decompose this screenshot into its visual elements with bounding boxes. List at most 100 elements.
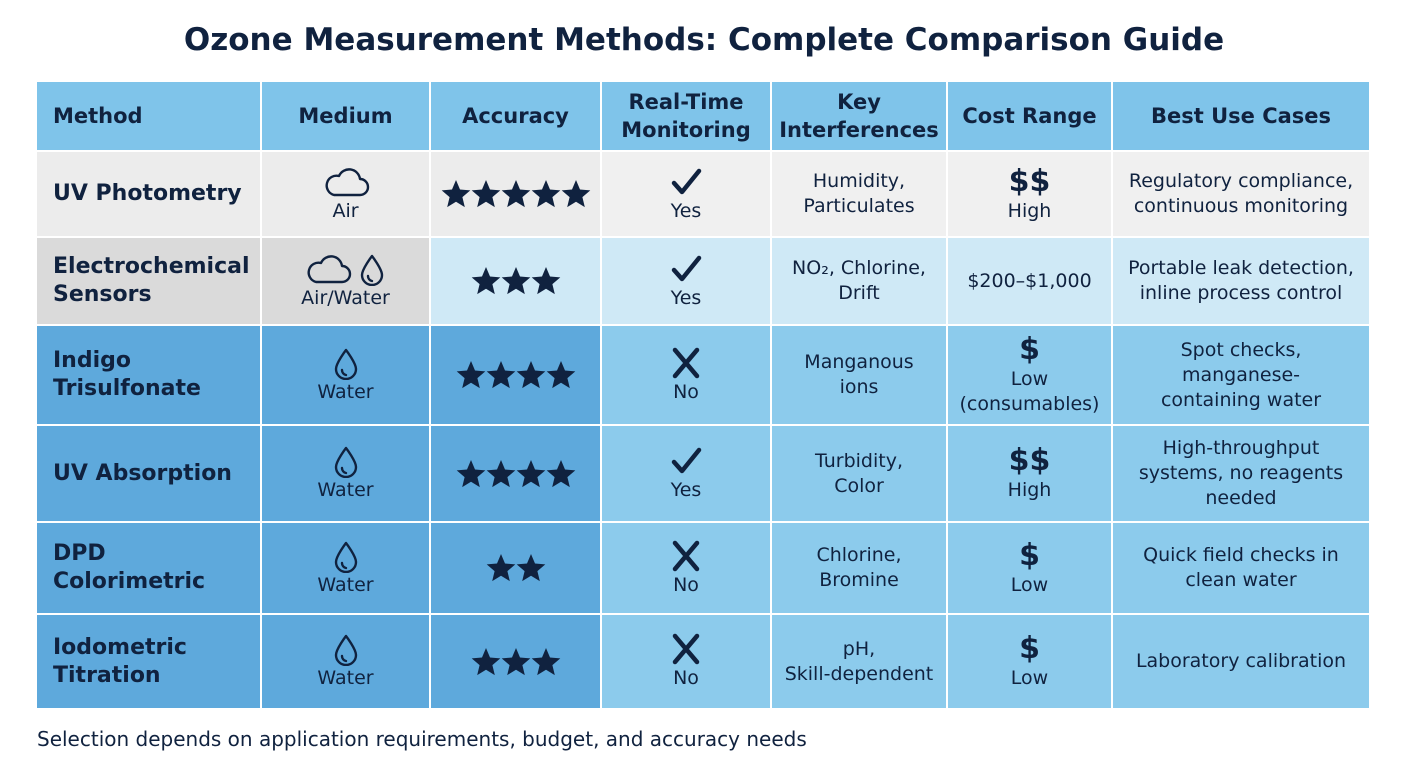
star (501, 180, 530, 208)
use-case: Portable leak detection, (1128, 257, 1354, 279)
column-header: Medium (298, 104, 393, 128)
method-name: Titration (53, 662, 161, 688)
cost: Low (1010, 667, 1049, 689)
medium-label: Air/Water (301, 286, 390, 309)
star (471, 647, 500, 675)
column-header: Real-Time (628, 90, 744, 114)
table-cell: Humidity, Particulates (772, 152, 948, 238)
column-header: Monitoring (621, 118, 751, 142)
table-cell: Water (262, 523, 431, 615)
table-cell: Indigo Trisulfonate (37, 326, 262, 426)
column-header: Method (53, 104, 143, 128)
star (486, 361, 515, 389)
star (456, 361, 485, 389)
use-case: Spot checks, (1180, 338, 1302, 361)
cost: $200–$1,000 (967, 269, 1092, 292)
medium-label: Water (317, 667, 374, 689)
icon-drop (360, 254, 383, 286)
table-cell: Best Use Cases (1113, 82, 1371, 152)
accuracy-stars (486, 554, 545, 582)
table-cell: Turbidity, Color (772, 426, 948, 523)
icon-shape (672, 540, 700, 571)
use-case: needed (1205, 487, 1277, 509)
table-cell: Accuracy (431, 82, 602, 152)
table-cell (431, 152, 602, 238)
table-cell: Real-Time Monitoring (602, 82, 772, 152)
use-case: Laboratory calibration (1135, 650, 1347, 672)
icon-drop (334, 446, 357, 478)
table-cell (431, 426, 602, 523)
icon-shape (306, 254, 351, 283)
interference: Particulates (803, 195, 915, 217)
icon-drop (334, 634, 357, 666)
star (471, 180, 500, 208)
icon-shape (671, 168, 702, 194)
star (441, 180, 470, 208)
table-cell (431, 326, 602, 426)
table-cell: Manganous ions (772, 326, 948, 426)
table-cell: High-throughput systems, no reagents neede… (1113, 426, 1371, 523)
method-name: DPD (53, 541, 106, 566)
use-case: systems, no reagents (1138, 462, 1344, 484)
medium-icons (302, 252, 390, 286)
star (531, 647, 560, 675)
table-cell: Laboratory calibration (1113, 615, 1371, 710)
accuracy-stars (441, 180, 590, 208)
table-cell: Water (262, 615, 431, 710)
realtime-label: No (673, 380, 699, 403)
use-case: Quick field checks in (1143, 544, 1339, 566)
star (561, 180, 590, 208)
table-cell: Water (262, 326, 431, 426)
medium-label: Water (317, 573, 374, 596)
table-cell: No (602, 615, 772, 710)
medium-label: Water (317, 380, 374, 403)
method-name: Trisulfonate (53, 376, 201, 401)
table-cell: Water (262, 426, 431, 523)
interference: ions (839, 376, 879, 398)
table-cell: Air (262, 152, 431, 238)
medium-icons (328, 346, 364, 380)
interference: Bromine (819, 569, 899, 591)
table-cell: Yes (602, 152, 772, 238)
icon-shape (334, 541, 357, 573)
interference: pH, (842, 637, 876, 660)
method-name: UV Absorption (53, 460, 232, 486)
icon-shape (360, 254, 383, 286)
column-header: Cost Range (962, 104, 1097, 128)
star (516, 459, 545, 487)
table-cell: Portable leak detection, inline process c… (1113, 238, 1371, 326)
medium-icons (328, 539, 364, 573)
icon-check (671, 168, 702, 194)
star (486, 459, 515, 487)
table-cell: Regulatory compliance, continuous monitor… (1113, 152, 1371, 238)
icon-drop (334, 541, 357, 573)
table-cell: $200–$1,000 (948, 238, 1113, 326)
icon-cloud (306, 254, 351, 283)
table-cell: UV Photometry (37, 152, 262, 238)
star (516, 361, 545, 389)
cost: $ (1019, 332, 1040, 367)
table-cell: Method (37, 82, 262, 152)
cost: Low (1010, 368, 1049, 390)
icon-drop (334, 348, 357, 380)
table-cell: Key Interferences (772, 82, 948, 152)
use-case: High-throughput (1162, 437, 1320, 459)
icon-shape (334, 446, 357, 478)
interference: Chlorine, (816, 544, 902, 566)
star (486, 554, 515, 582)
cost: $ (1019, 631, 1040, 666)
star (531, 267, 560, 295)
star (471, 267, 500, 295)
icon-shape (324, 167, 369, 196)
method-name: Indigo (53, 348, 131, 373)
star (516, 554, 545, 582)
title: Ozone Measurement Methods: Complete Comp… (183, 22, 1225, 58)
star (531, 180, 560, 208)
table-cell: $ Low (948, 615, 1113, 710)
interference: Drift (838, 282, 880, 304)
medium-icons (328, 444, 364, 478)
icon-shape (334, 634, 357, 666)
table-cell: Quick field checks in clean water (1113, 523, 1371, 615)
cost: Low (1010, 573, 1049, 596)
star (546, 361, 575, 389)
